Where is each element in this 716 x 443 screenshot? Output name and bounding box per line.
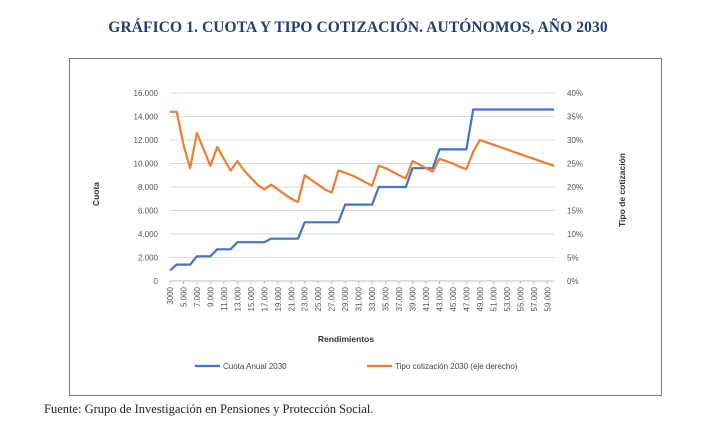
x-tick-label: 11.000 [220,286,229,310]
chart-area: 0 2.000 4.000 6.000 8.000 10.000 12.000 14.000 1… [69,58,662,396]
x-tick-label: 35.000 [382,286,391,311]
y-tick-label: 6.000 [138,207,159,216]
y2-tick-label: 10% [567,230,583,239]
y2-tick-label: 5% [567,254,579,263]
legend-label-cuota: Cuota Anual 2030 [223,362,287,371]
legend-label-tipo: Tipo cotización 2030 (eje derecho) [395,362,518,371]
x-tick-label: 37.000 [395,286,404,311]
x-tick-label: 41.000 [422,286,431,311]
gridlines [170,92,554,282]
y-tick-label: 12.000 [134,136,159,145]
x-tick-label: 3000 [166,286,175,304]
x-tick-label: 9.000 [206,286,215,307]
x-tick-label: 13.000 [233,286,242,311]
x-tick-label: 39.000 [409,286,418,311]
x-tick-label: 7.000 [193,286,202,307]
x-tick-label: 15.000 [247,286,256,311]
x-tick-label: 49.000 [476,286,485,311]
y2-tick-label: 25% [567,160,583,169]
x-tick-label: 47.000 [462,286,471,311]
x-tick-label: 27.000 [328,286,337,311]
y-axis-title: Cuota [91,182,101,206]
y-tick-label: 16.000 [134,89,159,98]
x-axis-title: Rendimientos [318,334,374,344]
x-tick-label: 17.000 [260,286,269,311]
y2-tick-label: 30% [567,136,583,145]
chart-svg: 0 2.000 4.000 6.000 8.000 10.000 12.000 14.000 1… [91,89,627,371]
y2-tick-label: 15% [567,207,583,216]
y-tick-label: 0 [154,277,159,286]
chart-title: GRÁFICO 1. CUOTA Y TIPO COTIZACIÓN. AUTÓ… [108,19,608,36]
x-tick-label: 45.000 [449,286,458,311]
y-tick-label: 10.000 [134,160,159,169]
x-tick-label: 51.000 [489,286,498,311]
x-axis: 3000 5.000 7.000 9.000 11.000 13.000 15.000 17.… [166,281,552,311]
x-tick-label: 55.000 [516,286,525,311]
x-tick-label: 31.000 [355,286,364,311]
x-tick-label: 23.000 [301,286,310,311]
x-tick-label: 43.000 [435,286,444,311]
series-lines [169,108,555,272]
x-tick-label: 57.000 [530,286,539,311]
y2-tick-label: 0% [567,277,579,286]
x-tick-label: 29.000 [341,286,350,311]
legend: Cuota Anual 2030 Tipo cotización 2030 (e… [195,362,518,371]
y2-axis-title: Tipo de cotización [617,153,627,227]
y-tick-label: 4.000 [138,230,159,239]
y2-tick-label: 35% [567,113,583,122]
y-tick-label: 14.000 [134,113,159,122]
x-tick-label: 19.000 [274,286,283,311]
series-line-cuota [169,108,554,272]
series-line-tipo [170,110,555,204]
y-axis-right: 0% 5% 10% 15% 20% 25% 30% 35% 40% [567,89,583,286]
x-tick-label: 33.000 [368,286,377,311]
x-tick-label: 53.000 [503,286,512,311]
y2-tick-label: 20% [567,183,583,192]
y-tick-label: 2.000 [138,254,159,263]
figure-source: Fuente: Grupo de Investigación en Pensio… [44,402,374,416]
x-tick-label: 59.000 [543,286,552,311]
x-tick-label: 25.000 [314,286,323,311]
y-axis-left: 0 2.000 4.000 6.000 8.000 10.000 12.000 14.000 1… [134,89,159,286]
y2-tick-label: 40% [567,89,583,98]
y-tick-label: 8.000 [138,183,159,192]
x-tick-label: 21.000 [287,286,296,311]
x-tick-label: 5.000 [179,286,188,307]
